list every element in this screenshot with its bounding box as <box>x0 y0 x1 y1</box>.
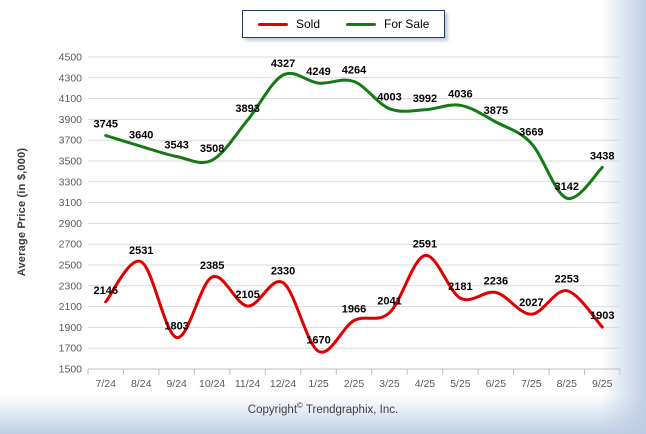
data-label-for-sale: 4264 <box>342 65 367 77</box>
y-tick-label: 3300 <box>59 176 83 188</box>
data-label-sold: 2591 <box>413 239 437 251</box>
data-label-sold: 2105 <box>235 289 259 301</box>
data-label-for-sale: 3875 <box>484 105 508 117</box>
data-label-for-sale: 4003 <box>377 92 401 104</box>
legend-label-sold: Sold <box>296 17 321 31</box>
x-tick-label: 9/24 <box>166 378 187 390</box>
copyright-owner: Trendgraphix, Inc. <box>305 403 399 416</box>
x-tick-label: 11/24 <box>235 378 261 390</box>
y-tick-label: 3900 <box>59 114 83 126</box>
y-tick-label: 4100 <box>59 93 83 105</box>
legend-label-for-sale: For Sale <box>384 17 430 31</box>
data-label-for-sale: 3142 <box>555 181 579 193</box>
series-line-for-sale <box>104 71 604 200</box>
data-label-sold: 1966 <box>342 304 366 316</box>
legend-item-sold: Sold <box>258 17 320 31</box>
data-label-for-sale: 3893 <box>235 103 259 115</box>
y-tick-label: 1900 <box>59 322 83 334</box>
data-label-sold: 1670 <box>306 334 330 346</box>
data-label-sold: 2385 <box>200 260 224 272</box>
x-tick-label: 2/25 <box>344 378 365 390</box>
data-label-for-sale: 3640 <box>129 129 153 141</box>
copyright-prefix: Copyright <box>247 403 298 416</box>
x-tick-label: 8/24 <box>131 378 152 390</box>
x-tick-label: 9/25 <box>592 378 613 390</box>
data-label-sold: 2146 <box>93 285 117 297</box>
x-tick-label: 10/24 <box>199 378 225 390</box>
data-label-for-sale: 3669 <box>519 126 543 138</box>
data-label-for-sale: 3508 <box>200 143 224 155</box>
legend: Sold For Sale <box>242 10 446 38</box>
data-label-sold: 2253 <box>555 274 579 286</box>
x-tick-label: 7/25 <box>521 378 542 390</box>
x-tick-label: 12/24 <box>270 378 296 390</box>
data-label-sold: 2027 <box>519 297 543 309</box>
data-label-sold: 1803 <box>164 320 188 332</box>
data-label-sold: 2330 <box>271 266 295 278</box>
copyright-symbol: © <box>297 401 303 410</box>
data-label-for-sale: 4249 <box>306 66 330 78</box>
data-label-for-sale: 3438 <box>590 150 614 162</box>
y-tick-label: 2700 <box>59 239 83 251</box>
y-tick-label: 3500 <box>59 156 83 168</box>
y-tick-label: 3700 <box>59 135 83 147</box>
y-tick-label: 4500 <box>59 52 83 64</box>
y-tick-label: 1700 <box>59 343 83 355</box>
y-tick-label: 2900 <box>59 218 83 230</box>
x-tick-label: 1/25 <box>308 378 329 390</box>
data-label-sold: 2041 <box>377 296 401 308</box>
legend-item-for-sale: For Sale <box>346 17 429 31</box>
x-tick-label: 8/25 <box>557 378 578 390</box>
data-label-sold: 1903 <box>590 310 614 322</box>
data-label-for-sale: 4327 <box>271 58 295 70</box>
data-label-sold: 2236 <box>484 275 508 287</box>
copyright-text: Copyright© Trendgraphix, Inc. <box>0 401 646 416</box>
x-tick-label: 6/25 <box>486 378 507 390</box>
data-label-sold: 2531 <box>129 245 153 257</box>
series-line-sold <box>104 254 604 354</box>
y-tick-label: 2300 <box>59 280 83 292</box>
x-tick-label: 4/25 <box>415 378 436 390</box>
y-tick-label: 4300 <box>59 72 83 84</box>
for-sale-line-swatch <box>346 22 377 26</box>
data-label-for-sale: 3992 <box>413 93 437 105</box>
x-tick-label: 7/24 <box>96 378 117 390</box>
y-axis-title: Average Price (in $,000) <box>16 147 28 277</box>
data-label-for-sale: 4036 <box>448 88 472 100</box>
y-tick-label: 1500 <box>59 364 83 376</box>
data-label-for-sale: 3745 <box>93 119 117 131</box>
sold-line-swatch <box>258 22 288 26</box>
x-tick-label: 5/25 <box>450 378 471 390</box>
data-label-for-sale: 3543 <box>164 140 188 152</box>
x-tick-label: 3/25 <box>379 378 400 390</box>
y-tick-label: 3100 <box>59 197 83 209</box>
y-tick-label: 2500 <box>59 260 83 272</box>
y-tick-label: 2100 <box>59 301 83 313</box>
data-label-sold: 2181 <box>448 281 472 293</box>
